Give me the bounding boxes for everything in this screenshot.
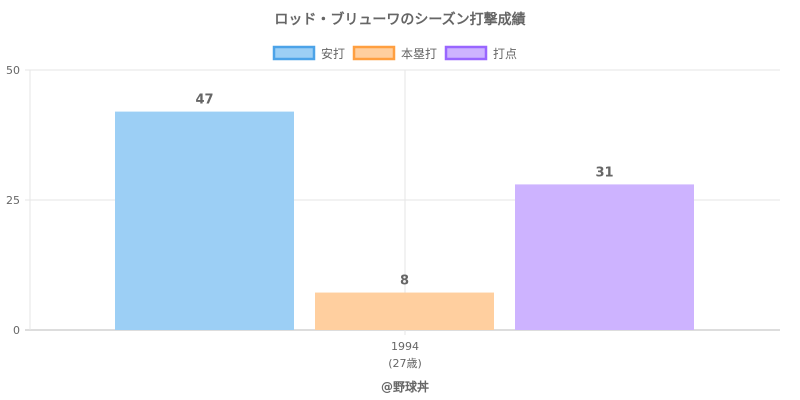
y-tick-label: 50: [6, 64, 20, 77]
data-label: 8: [400, 274, 409, 289]
data-label: 31: [595, 165, 613, 180]
legend-swatch[interactable]: [272, 45, 316, 61]
legend-label[interactable]: 本塁打: [401, 47, 437, 61]
credit: @野球丼: [381, 379, 429, 394]
y-tick-label: 25: [6, 194, 20, 207]
legend-swatch[interactable]: [444, 45, 488, 61]
data-label: 47: [195, 93, 213, 108]
x-tick-sublabel: (27歳): [388, 357, 422, 370]
bar-0[interactable]: [115, 111, 294, 330]
chart-title: ロッド・ブリューワのシーズン打撃成績: [274, 11, 525, 28]
y-tick-label: 0: [13, 324, 20, 337]
legend-label[interactable]: 安打: [321, 46, 345, 61]
legend-label[interactable]: 打点: [493, 47, 517, 61]
legend-swatch[interactable]: [352, 45, 396, 61]
bar-2[interactable]: [515, 184, 694, 330]
bar-1[interactable]: [315, 292, 494, 330]
x-tick-label: 1994: [391, 340, 419, 353]
